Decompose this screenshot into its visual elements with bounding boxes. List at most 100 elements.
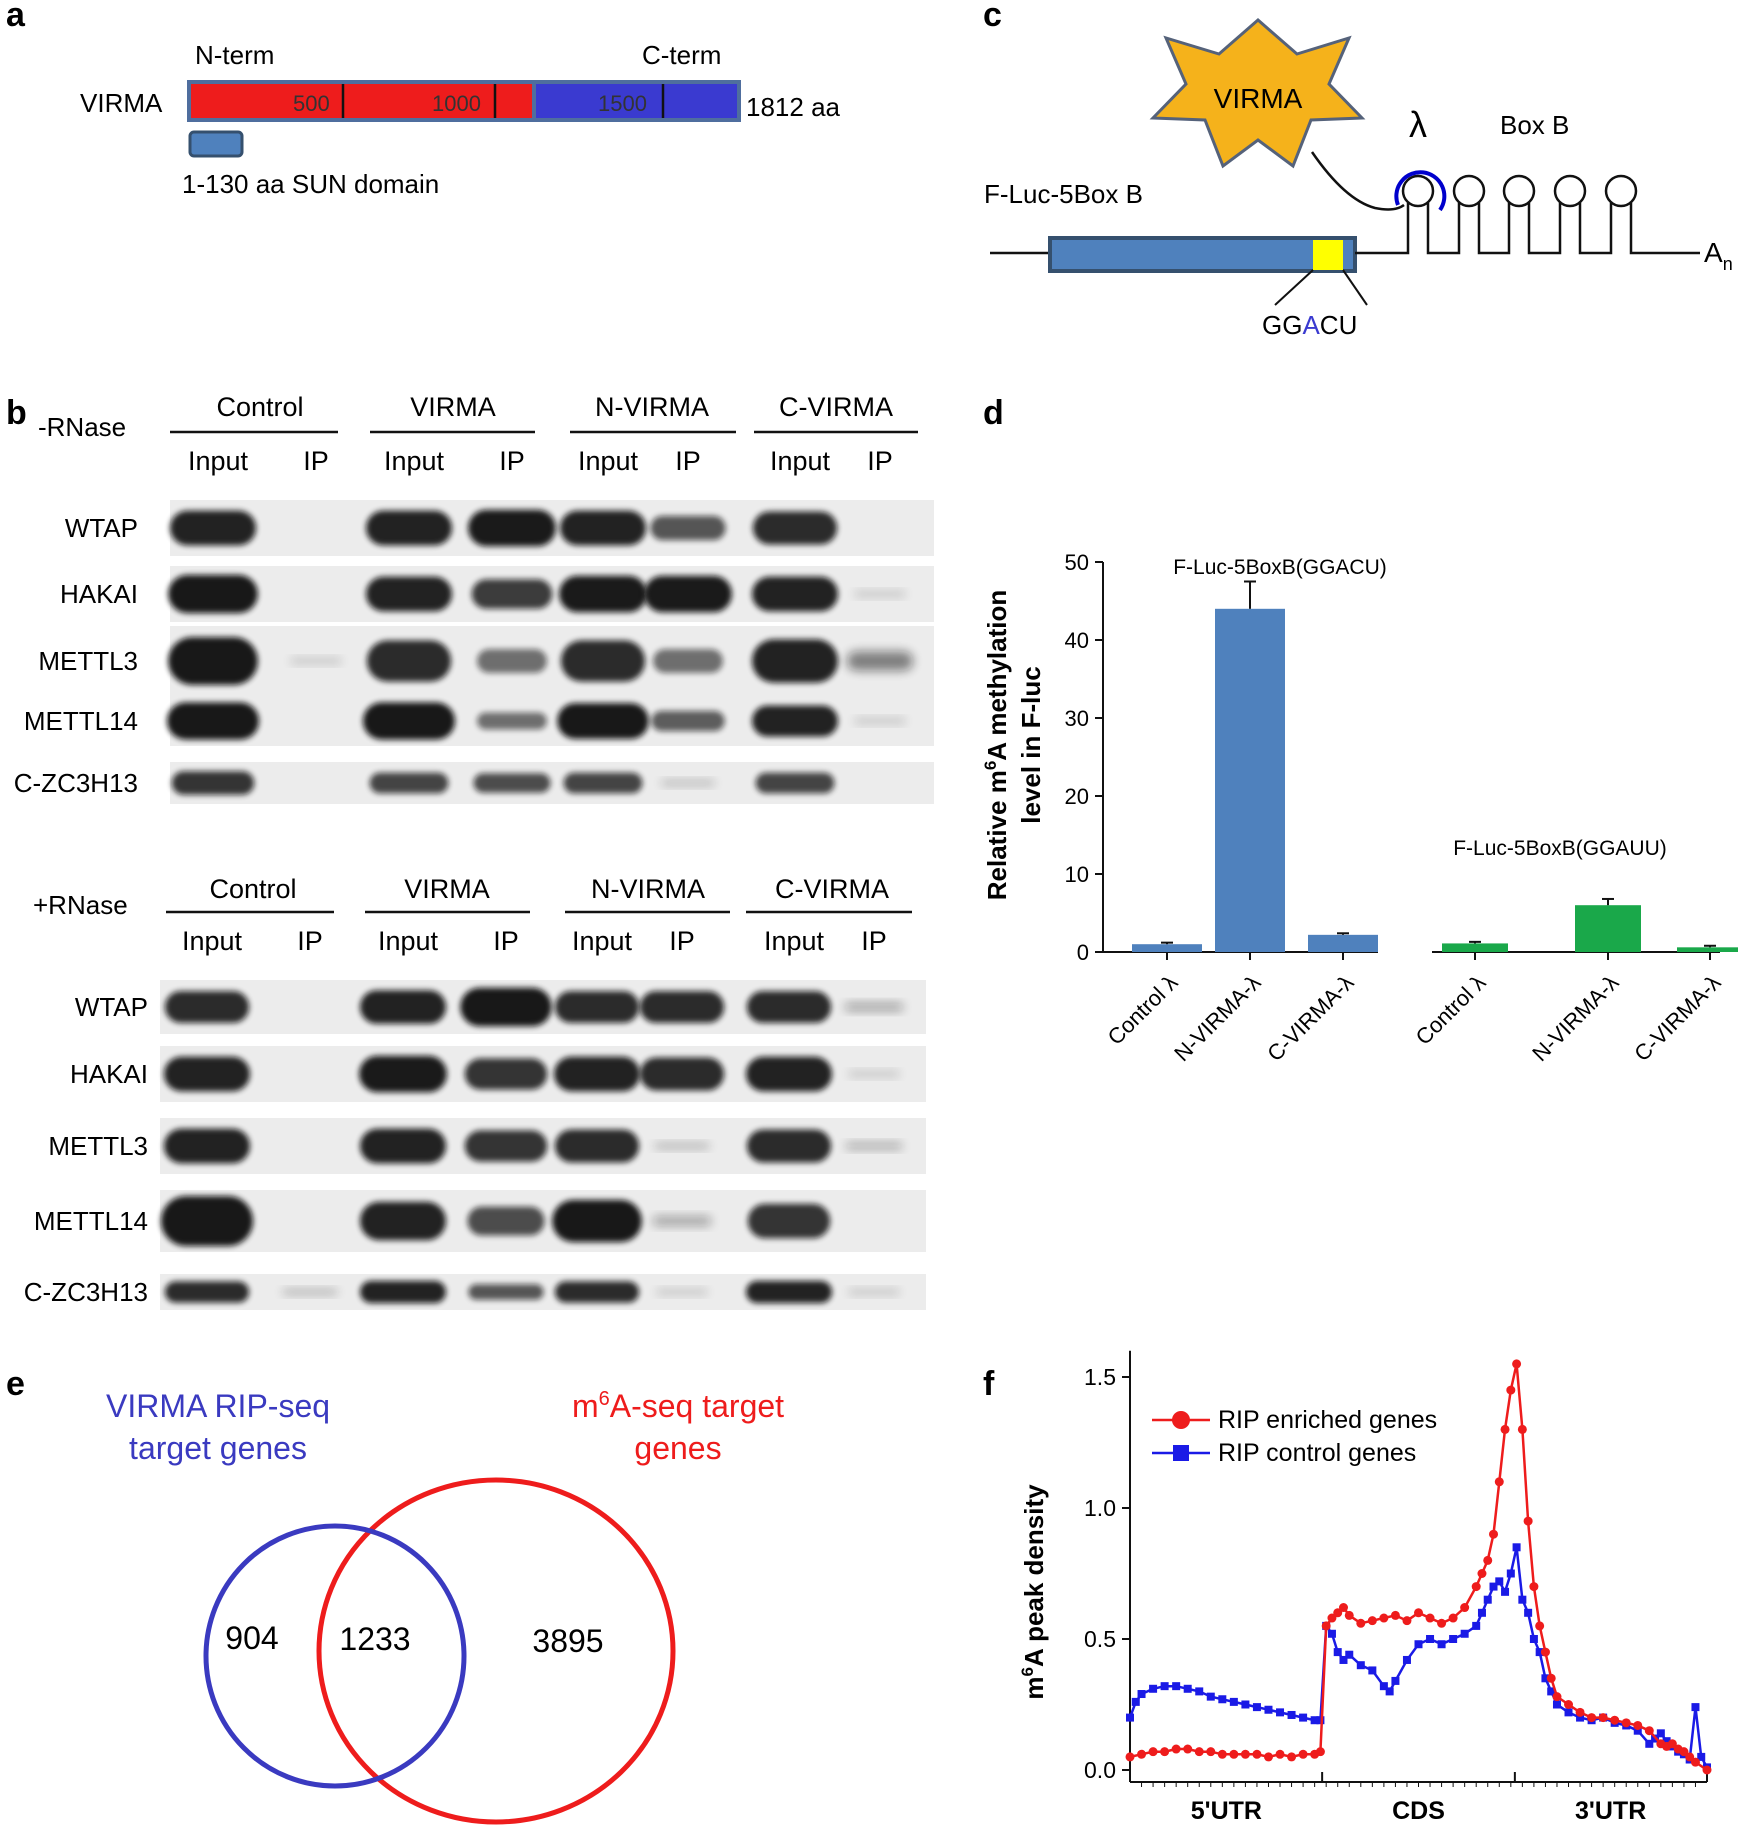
blot-band xyxy=(752,705,838,737)
panel-letter-f: f xyxy=(983,1365,995,1403)
f-marker-square xyxy=(1662,1737,1671,1746)
f-marker-circle xyxy=(1587,1713,1597,1723)
f-marker-circle xyxy=(1206,1747,1216,1757)
f-marker-circle xyxy=(1344,1610,1354,1620)
panel-e: e VIRMA RIP-seq target genes m6A-seq tar… xyxy=(6,1365,784,1825)
f-region-label: 5'UTR xyxy=(1191,1797,1262,1825)
motif-label: GGACU xyxy=(1262,310,1357,340)
blot-band xyxy=(746,1056,832,1092)
f-marker-square xyxy=(1264,1705,1273,1714)
panel-letter-e: e xyxy=(6,1365,25,1403)
site-pointer-right xyxy=(1342,269,1368,306)
f-marker-square xyxy=(1345,1650,1354,1659)
blot-band xyxy=(651,710,725,732)
f-marker-square xyxy=(1691,1703,1700,1712)
panel-a: a N-term C-term VIRMA 500 1000 1500 1812… xyxy=(6,0,841,199)
blot-band xyxy=(559,575,647,613)
f-y-tick-label: 0.5 xyxy=(1084,1626,1116,1652)
f-y-tick-label: 1.5 xyxy=(1084,1364,1116,1390)
f-marker-square xyxy=(1172,1682,1181,1691)
boxb-loop-1 xyxy=(1401,174,1435,208)
f-marker-circle xyxy=(1125,1752,1135,1762)
f-marker-square xyxy=(1460,1629,1469,1638)
blot-lane-label: Input xyxy=(770,446,831,476)
f-legend-label: RIP enriched genes xyxy=(1218,1406,1437,1434)
d-bar xyxy=(1308,934,1378,952)
blot-band xyxy=(460,987,552,1027)
panel-d-ylabel-line2: level in F-luc xyxy=(1016,666,1046,824)
f-marker-circle xyxy=(1217,1749,1227,1759)
protein-label: VIRMA xyxy=(80,88,163,118)
f-marker-circle xyxy=(1356,1618,1366,1628)
f-marker-circle xyxy=(1512,1359,1522,1369)
f-marker-square xyxy=(1477,1608,1486,1617)
d-x-tick-label: C-VIRMA-λ xyxy=(1629,970,1725,1066)
blot-band xyxy=(360,1201,446,1241)
f-marker-square xyxy=(1547,1687,1556,1696)
blot-band xyxy=(477,712,547,730)
blot-condition-label: -RNase xyxy=(38,412,126,442)
f-marker-circle xyxy=(1667,1739,1677,1749)
blot-band xyxy=(282,1289,338,1295)
f-legend-label: RIP control genes xyxy=(1218,1439,1416,1467)
blot-band xyxy=(468,509,556,547)
blot-band xyxy=(639,991,725,1023)
panel-letter-b: b xyxy=(6,394,27,432)
f-marker-circle xyxy=(1367,1616,1377,1626)
blot-band xyxy=(652,1216,712,1226)
f-region-label: CDS xyxy=(1392,1797,1445,1825)
blot-lane-label: Input xyxy=(384,446,445,476)
d-group-title: F-Luc-5BoxB(GGACU) xyxy=(1173,556,1387,579)
f-marker-circle xyxy=(1425,1613,1435,1623)
blot-protein-label: METTL14 xyxy=(24,706,138,736)
f-marker-square xyxy=(1126,1713,1134,1722)
blot-band xyxy=(844,1002,904,1012)
blot-band xyxy=(366,576,452,612)
f-marker-circle xyxy=(1690,1757,1700,1767)
c-term-label: C-term xyxy=(642,40,721,70)
blot-band xyxy=(366,510,452,546)
f-marker-square xyxy=(1506,1569,1515,1578)
f-marker-circle xyxy=(1160,1747,1170,1757)
f-marker-square xyxy=(1287,1710,1296,1719)
f-marker-circle xyxy=(1535,1621,1545,1631)
blot-lane-label: Input xyxy=(378,926,439,956)
f-marker-square xyxy=(1229,1697,1238,1706)
blot-band xyxy=(477,649,547,673)
blot-band xyxy=(554,991,640,1023)
sun-domain-label: 1-130 aa SUN domain xyxy=(182,169,439,199)
blot-band xyxy=(746,991,832,1023)
sun-domain-box xyxy=(188,130,244,158)
blot-band xyxy=(848,1289,900,1295)
virma-star-shape xyxy=(1149,18,1366,169)
blot-protein-label: WTAP xyxy=(65,513,138,543)
blot-band xyxy=(650,515,726,541)
blot-group-label: Control xyxy=(216,392,303,422)
right-only-count: 3895 xyxy=(532,1623,603,1659)
blot-band xyxy=(363,702,455,740)
f-marker-square xyxy=(1697,1752,1706,1761)
d-x-tick-label: Control λ xyxy=(1103,970,1183,1050)
d-x-tick-label: N-VIRMA-λ xyxy=(1169,970,1265,1066)
d-x-tick-label: C-VIRMA-λ xyxy=(1262,970,1358,1066)
f-marker-square xyxy=(1391,1676,1400,1685)
f-marker-square xyxy=(1310,1716,1319,1725)
f-series-line xyxy=(1129,1363,1708,1772)
blot-protein-label: METTL14 xyxy=(34,1206,148,1236)
panel-letter-c: c xyxy=(983,0,1002,34)
f-marker-square xyxy=(1316,1716,1325,1725)
tick-label-500: 500 xyxy=(293,91,330,116)
blot-band xyxy=(164,991,250,1023)
blot-band xyxy=(366,640,452,682)
right-set-title-line1: m6A-seq target xyxy=(572,1388,784,1424)
blot-band xyxy=(464,1130,548,1162)
f-legend-marker xyxy=(1173,1445,1189,1461)
f-marker-circle xyxy=(1685,1752,1695,1762)
blot-band xyxy=(360,990,446,1024)
d-bar xyxy=(1677,947,1738,952)
polya-label: An xyxy=(1704,237,1733,274)
f-marker-circle xyxy=(1338,1603,1348,1613)
f-marker-square xyxy=(1252,1703,1261,1712)
f-marker-square xyxy=(1645,1739,1654,1748)
panel-d: d Relative m6A methylation level in F-lu… xyxy=(981,394,1738,1066)
